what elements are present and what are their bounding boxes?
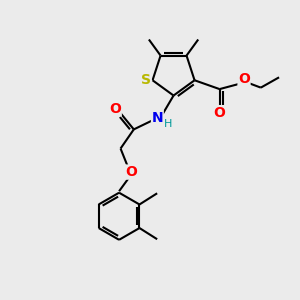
Text: O: O (109, 102, 121, 116)
Text: O: O (214, 106, 226, 120)
Text: N: N (152, 111, 163, 124)
Text: S: S (141, 73, 151, 87)
Text: O: O (125, 165, 137, 179)
Text: H: H (164, 119, 173, 129)
Text: O: O (238, 72, 250, 86)
